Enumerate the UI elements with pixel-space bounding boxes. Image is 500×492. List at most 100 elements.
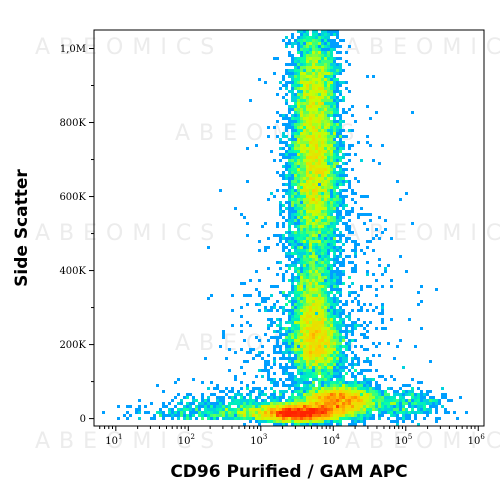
event-dot (363, 327, 366, 330)
event-dot (324, 108, 327, 111)
event-dot (291, 405, 294, 408)
event-dot (303, 204, 306, 207)
event-dot (390, 399, 393, 402)
event-dot (288, 420, 291, 423)
event-dot (276, 273, 279, 276)
event-dot (339, 321, 342, 324)
event-dot (333, 33, 336, 36)
event-dot (336, 42, 339, 45)
event-dot (300, 339, 303, 342)
event-dot (369, 414, 372, 417)
event-dot (303, 174, 306, 177)
event-dot (354, 339, 357, 342)
event-dot (327, 276, 330, 279)
event-dot (348, 405, 351, 408)
event-dot (306, 423, 309, 426)
event-dot (306, 90, 309, 93)
event-dot (318, 249, 321, 252)
event-dot (291, 339, 294, 342)
event-dot (327, 117, 330, 120)
event-dot (285, 339, 288, 342)
event-dot (324, 378, 327, 381)
event-dot (351, 114, 354, 117)
event-dot (279, 327, 282, 330)
event-dot (306, 192, 309, 195)
event-dot (201, 414, 204, 417)
event-dot (381, 414, 384, 417)
event-dot (327, 384, 330, 387)
event-dot (300, 213, 303, 216)
event-dot (339, 210, 342, 213)
event-dot (378, 414, 381, 417)
event-dot (408, 393, 411, 396)
event-dot (294, 402, 297, 405)
event-dot (303, 342, 306, 345)
event-dot (324, 33, 327, 36)
event-dot (291, 336, 294, 339)
event-dot (369, 303, 372, 306)
event-dot (279, 87, 282, 90)
event-dot (285, 165, 288, 168)
event-dot (285, 36, 288, 39)
event-dot (333, 180, 336, 183)
event-dot (288, 117, 291, 120)
event-dot (300, 348, 303, 351)
event-dot (369, 417, 372, 420)
event-dot (300, 315, 303, 318)
event-dot (333, 396, 336, 399)
event-dot (318, 222, 321, 225)
event-dot (327, 171, 330, 174)
event-dot (414, 405, 417, 408)
event-dot (288, 192, 291, 195)
event-dot (294, 219, 297, 222)
event-dot (294, 348, 297, 351)
event-dot (222, 390, 225, 393)
event-dot (162, 402, 165, 405)
event-dot (255, 375, 258, 378)
event-dot (315, 150, 318, 153)
event-dot (309, 372, 312, 375)
event-dot (306, 234, 309, 237)
event-dot (288, 213, 291, 216)
event-dot (288, 90, 291, 93)
event-dot (300, 405, 303, 408)
event-dot (315, 156, 318, 159)
event-dot (213, 402, 216, 405)
event-dot (300, 270, 303, 273)
event-dot (363, 369, 366, 372)
event-dot (315, 243, 318, 246)
event-dot (306, 111, 309, 114)
event-dot (315, 333, 318, 336)
event-dot (366, 309, 369, 312)
event-dot (336, 171, 339, 174)
event-dot (309, 216, 312, 219)
event-dot (339, 231, 342, 234)
event-dot (309, 276, 312, 279)
event-dot (279, 363, 282, 366)
event-dot (357, 324, 360, 327)
event-dot (300, 396, 303, 399)
event-dot (327, 201, 330, 204)
event-dot (315, 393, 318, 396)
event-dot (138, 405, 141, 408)
event-dot (336, 156, 339, 159)
event-dot (276, 261, 279, 264)
event-dot (261, 351, 264, 354)
event-dot (312, 279, 315, 282)
event-dot (357, 384, 360, 387)
event-dot (237, 414, 240, 417)
event-dot (225, 414, 228, 417)
event-dot (321, 138, 324, 141)
event-dot (333, 354, 336, 357)
event-dot (279, 210, 282, 213)
event-dot (303, 69, 306, 72)
event-dot (261, 402, 264, 405)
event-dot (375, 408, 378, 411)
event-dot (384, 228, 387, 231)
event-dot (357, 396, 360, 399)
event-dot (285, 237, 288, 240)
event-dot (291, 75, 294, 78)
event-dot (306, 405, 309, 408)
event-dot (321, 84, 324, 87)
event-dot (390, 279, 393, 282)
